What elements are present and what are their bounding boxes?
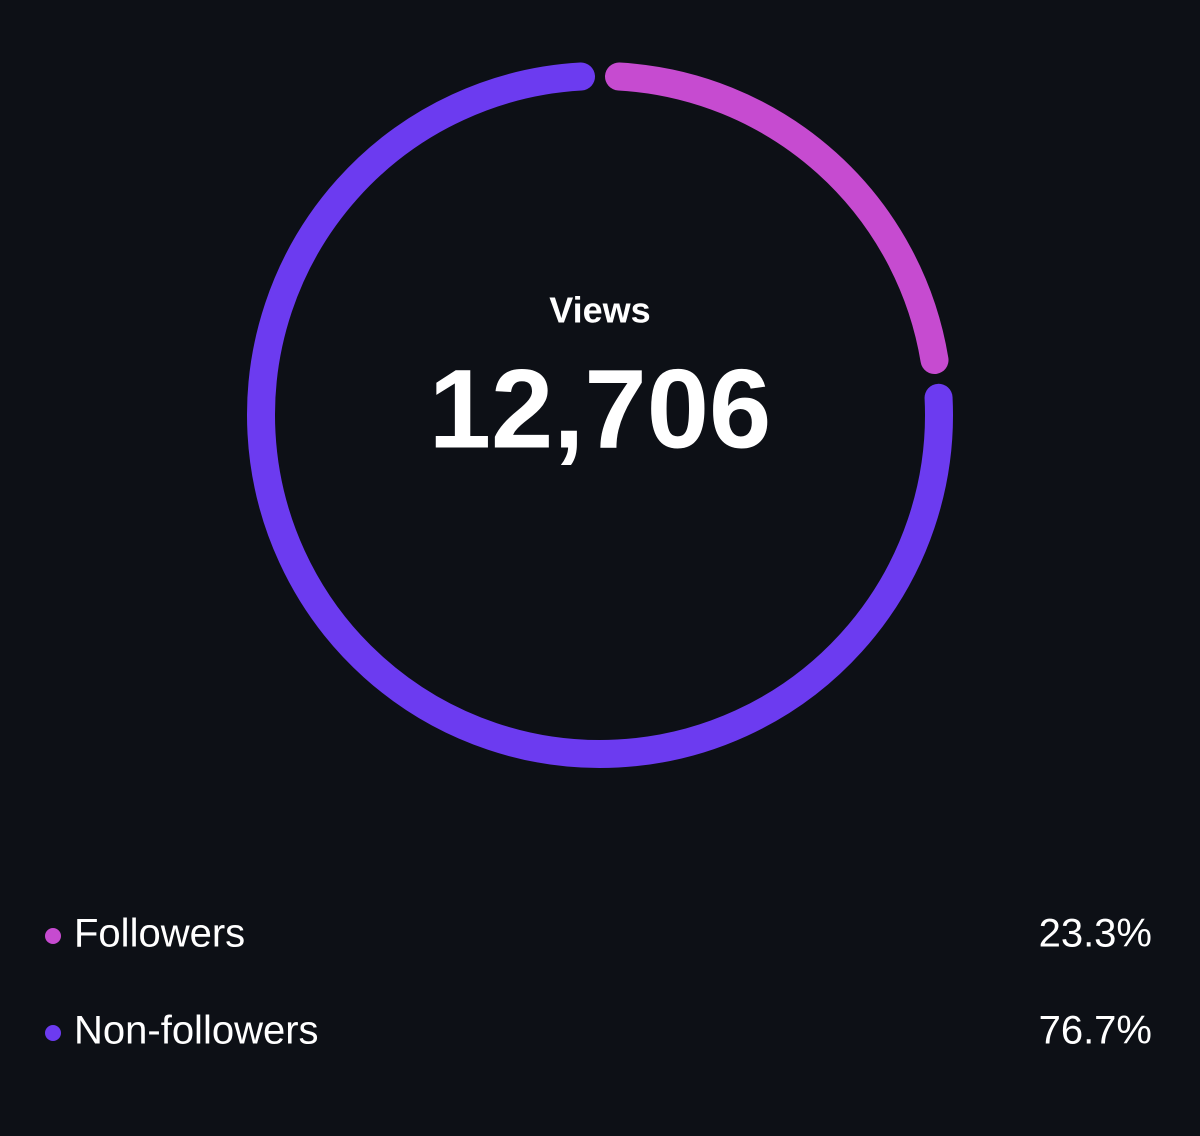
value-label: 76.7% bbox=[1039, 1009, 1152, 1053]
legend-marker bbox=[45, 928, 61, 944]
center-total: 12,706 bbox=[429, 347, 772, 472]
legend-label: Followers bbox=[74, 912, 245, 956]
value-label: 23.3% bbox=[1039, 912, 1152, 956]
legend-label: Non-followers bbox=[74, 1009, 319, 1053]
legend-marker bbox=[45, 1025, 61, 1041]
donut-segment bbox=[247, 62, 953, 768]
center-label: Views bbox=[549, 290, 650, 331]
donut-segment bbox=[604, 62, 949, 375]
